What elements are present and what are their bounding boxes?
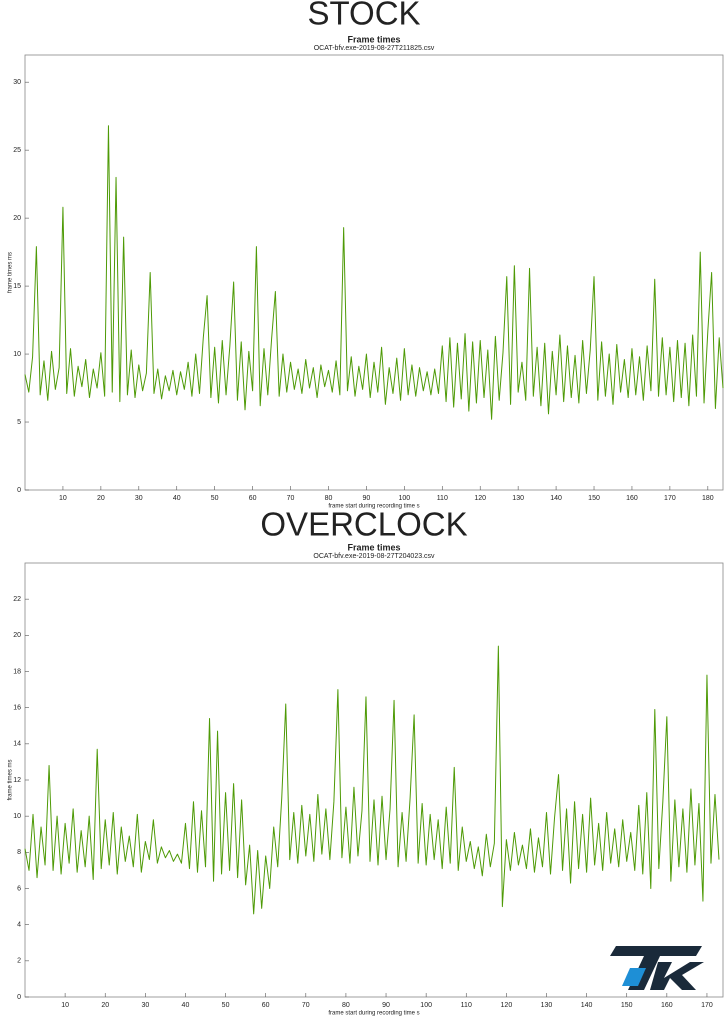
logo-shape (650, 962, 704, 990)
x-tick-label: 100 (399, 495, 411, 502)
x-tick-label: 20 (101, 1002, 109, 1009)
heading: STOCK (307, 0, 420, 32)
y-tick-label: 0 (17, 994, 21, 1001)
y-tick-label: 10 (13, 813, 21, 820)
series-line (24, 125, 724, 420)
x-tick-label: 110 (461, 1002, 472, 1009)
x-tick-label: 110 (437, 495, 448, 502)
x-tick-label: 160 (661, 1002, 673, 1009)
y-tick-label: 4 (17, 922, 21, 929)
x-tick-label: 90 (363, 495, 371, 502)
x-tick-label: 120 (501, 1002, 513, 1009)
x-axis-label: frame start during recording time s (328, 504, 419, 510)
y-tick-label: 20 (13, 215, 21, 222)
y-tick-label: 14 (13, 741, 21, 748)
y-tick-label: 8 (17, 849, 21, 856)
x-tick-label: 130 (541, 1002, 553, 1009)
y-tick-label: 15 (13, 283, 21, 290)
y-axis-label: frame times ms (8, 759, 14, 800)
x-tick-label: 170 (701, 1002, 713, 1009)
y-tick-label: 2 (17, 958, 21, 965)
x-tick-label: 20 (97, 495, 105, 502)
y-axis-label: frame times ms (8, 252, 14, 293)
x-tick-label: 50 (211, 495, 219, 502)
logo-shape (610, 946, 702, 990)
logo-accent (622, 968, 646, 986)
y-tick-label: 18 (13, 668, 21, 675)
x-tick-label: 170 (664, 495, 676, 502)
x-tick-label: 10 (59, 495, 67, 502)
x-tick-label: 130 (512, 495, 524, 502)
x-tick-label: 150 (621, 1002, 633, 1009)
y-tick-label: 5 (17, 419, 21, 426)
x-tick-label: 100 (420, 1002, 432, 1009)
y-tick-label: 20 (13, 632, 21, 639)
logo (610, 946, 704, 990)
x-tick-label: 30 (141, 1002, 149, 1009)
x-tick-label: 120 (474, 495, 486, 502)
x-tick-label: 40 (182, 1002, 190, 1009)
x-tick-label: 140 (550, 495, 562, 502)
y-tick-label: 22 (13, 596, 21, 603)
x-tick-label: 60 (249, 495, 257, 502)
y-tick-label: 25 (13, 147, 21, 154)
chart-title: Frame times (347, 542, 400, 552)
x-axis-label: frame start during recording time s (328, 1011, 419, 1017)
y-tick-label: 0 (17, 487, 21, 494)
series-line (24, 645, 720, 915)
x-tick-label: 150 (588, 495, 600, 502)
x-tick-label: 160 (626, 495, 638, 502)
x-tick-label: 10 (61, 1002, 69, 1009)
x-tick-label: 30 (135, 495, 143, 502)
y-tick-label: 6 (17, 885, 21, 892)
x-tick-label: 70 (302, 1002, 310, 1009)
x-tick-label: 60 (262, 1002, 270, 1009)
y-tick-label: 16 (13, 705, 21, 712)
x-tick-label: 70 (287, 495, 295, 502)
x-tick-label: 80 (342, 1002, 350, 1009)
x-tick-label: 180 (702, 495, 714, 502)
x-tick-label: 80 (325, 495, 333, 502)
x-tick-label: 50 (222, 1002, 230, 1009)
x-tick-label: 40 (173, 495, 181, 502)
chart-title: Frame times (347, 34, 400, 44)
plot-frame (24, 54, 724, 491)
y-tick-label: 10 (13, 351, 21, 358)
chart-subtitle: OCAT-bfv.exe-2019-08-27T204023.csv (313, 553, 435, 560)
y-tick-label: 30 (13, 79, 21, 86)
x-tick-label: 140 (581, 1002, 593, 1009)
x-tick-label: 90 (382, 1002, 390, 1009)
chart-subtitle: OCAT-bfv.exe-2019-08-27T211825.csv (314, 45, 435, 52)
y-tick-label: 12 (13, 777, 21, 784)
heading: OVERCLOCK (260, 506, 467, 543)
